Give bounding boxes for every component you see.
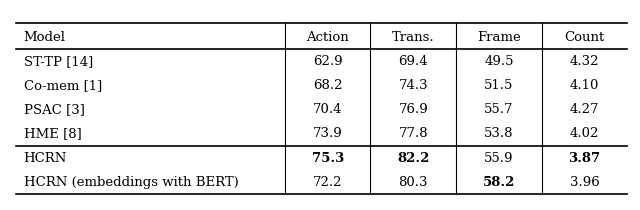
Text: Frame: Frame — [477, 31, 521, 44]
Text: 53.8: 53.8 — [484, 127, 513, 140]
Text: HME [8]: HME [8] — [24, 127, 81, 140]
Text: 3.87: 3.87 — [568, 152, 600, 164]
Text: HCRN (embeddings with BERT): HCRN (embeddings with BERT) — [24, 176, 239, 189]
Text: 4.10: 4.10 — [570, 79, 599, 92]
Text: 3.96: 3.96 — [570, 176, 599, 189]
Text: 74.3: 74.3 — [399, 79, 428, 92]
Text: 75.3: 75.3 — [312, 152, 344, 164]
Text: 58.2: 58.2 — [483, 176, 515, 189]
Text: Co-mem [1]: Co-mem [1] — [24, 79, 102, 92]
Text: 4.32: 4.32 — [570, 55, 599, 68]
Text: 55.7: 55.7 — [484, 103, 513, 116]
Text: 82.2: 82.2 — [397, 152, 429, 164]
Text: 77.8: 77.8 — [399, 127, 428, 140]
Text: 55.9: 55.9 — [484, 152, 513, 164]
Text: 4.27: 4.27 — [570, 103, 599, 116]
Text: 49.5: 49.5 — [484, 55, 513, 68]
Text: 68.2: 68.2 — [313, 79, 342, 92]
Text: HCRN: HCRN — [24, 152, 67, 164]
Text: ST-TP [14]: ST-TP [14] — [24, 55, 93, 68]
Text: 73.9: 73.9 — [313, 127, 342, 140]
Text: Model: Model — [24, 31, 66, 44]
Text: 70.4: 70.4 — [313, 103, 342, 116]
Text: Action: Action — [307, 31, 349, 44]
Text: 76.9: 76.9 — [399, 103, 428, 116]
Text: PSAC [3]: PSAC [3] — [24, 103, 84, 116]
Text: 69.4: 69.4 — [399, 55, 428, 68]
Text: 72.2: 72.2 — [313, 176, 342, 189]
Text: Trans.: Trans. — [392, 31, 435, 44]
Text: 4.02: 4.02 — [570, 127, 599, 140]
Text: Count: Count — [564, 31, 605, 44]
Text: 62.9: 62.9 — [313, 55, 342, 68]
Text: 51.5: 51.5 — [484, 79, 513, 92]
Text: 80.3: 80.3 — [399, 176, 428, 189]
